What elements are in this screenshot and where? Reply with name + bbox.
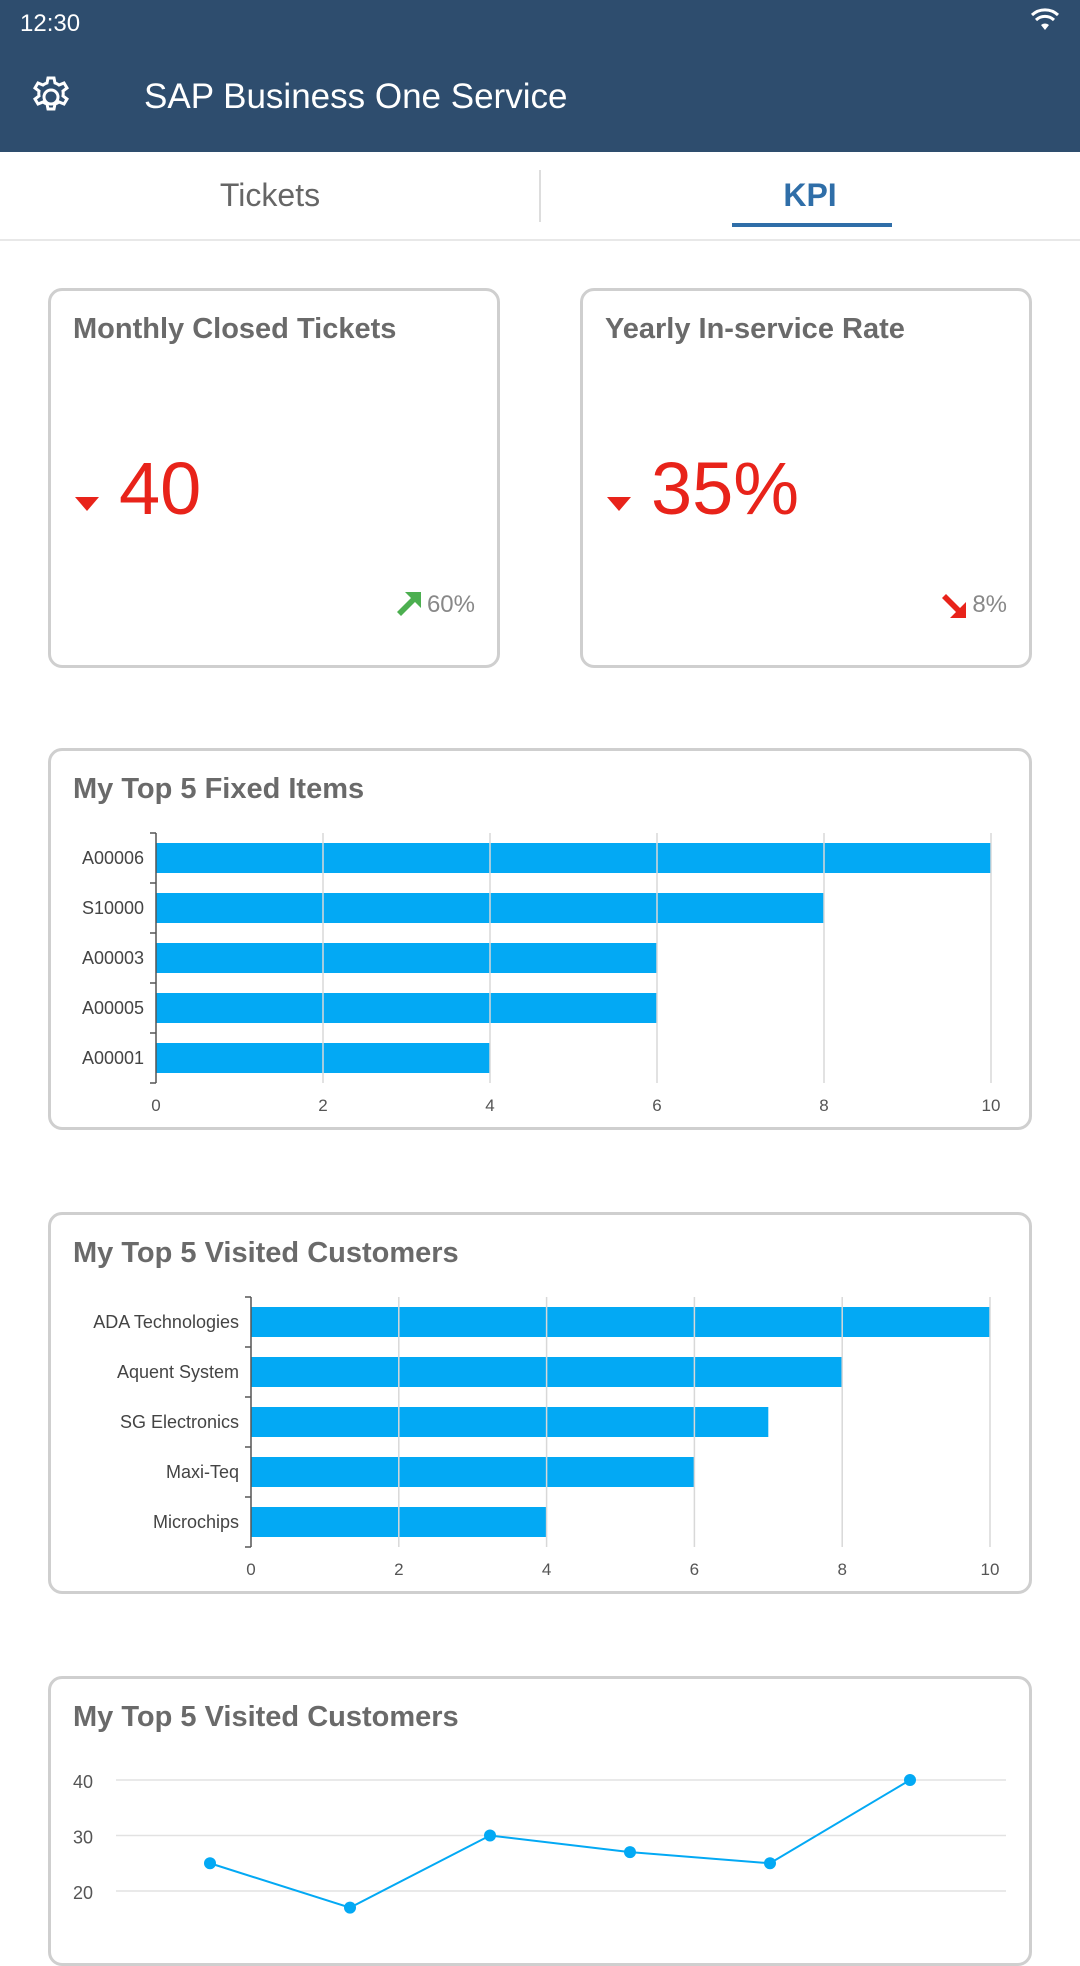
chart-point bbox=[764, 1857, 776, 1870]
chart-card-fixed-items[interactable]: My Top 5 Fixed Items A00006 S10000 A00003 A… bbox=[48, 748, 1032, 1130]
chart-title: My Top 5 Visited Customers bbox=[73, 1237, 459, 1269]
chart-tick-label: 4 bbox=[542, 1560, 551, 1579]
kpi-trend-value: 60% bbox=[426, 591, 475, 618]
tab-kpi[interactable]: KPI bbox=[783, 177, 837, 213]
chart-category-label: Aquent System bbox=[117, 1362, 239, 1382]
chart-tick-label: 10 bbox=[982, 1096, 1001, 1115]
chart-tick-label: 10 bbox=[981, 1560, 1000, 1579]
tab-bar: Tickets KPI bbox=[0, 152, 1080, 241]
chart-category-label: ADA Technologies bbox=[93, 1312, 239, 1332]
triangle-down-icon bbox=[607, 497, 631, 511]
chart-category-label: S10000 bbox=[82, 898, 144, 918]
chart-tick-label: 30 bbox=[73, 1828, 93, 1848]
chart-category-label: A00001 bbox=[82, 1048, 144, 1068]
kpi-card-yearly-in-service-rate[interactable]: Yearly In-service Rate 35% 8% bbox=[580, 288, 1032, 668]
chart-tick-label: 8 bbox=[837, 1560, 846, 1579]
arrow-down-right-icon bbox=[942, 594, 967, 618]
chart-bar bbox=[156, 843, 991, 873]
tab-tickets[interactable]: Tickets bbox=[219, 177, 321, 213]
chart-point bbox=[904, 1774, 916, 1786]
chart-bar bbox=[251, 1407, 769, 1437]
chart-tick-label: 0 bbox=[246, 1560, 255, 1579]
chart-point bbox=[344, 1901, 356, 1914]
chart-point bbox=[484, 1829, 496, 1842]
kpi-trend: 60% bbox=[395, 591, 475, 619]
arrow-up-right-icon bbox=[396, 592, 421, 616]
chart-category-label: A00005 bbox=[82, 998, 144, 1018]
status-time: 12:30 bbox=[20, 10, 81, 37]
bar-chart-fixed-items: A00006 S10000 A00003 A00005 A00001 0 2 4 6 8 10 bbox=[82, 832, 1001, 1115]
gear-icon[interactable] bbox=[29, 75, 73, 119]
kpi-title: Yearly In-service Rate bbox=[605, 313, 905, 345]
chart-tick-label: 2 bbox=[318, 1096, 327, 1115]
chart-tick-label: 0 bbox=[151, 1096, 160, 1115]
tab-divider bbox=[539, 170, 541, 222]
kpi-value: 35% bbox=[651, 447, 800, 530]
app-title: SAP Business One Service bbox=[144, 77, 568, 116]
chart-category-label: A00006 bbox=[82, 848, 144, 868]
chart-category-label: Microchips bbox=[153, 1512, 239, 1532]
wifi-icon bbox=[1030, 8, 1060, 30]
kpi-trend: 8% bbox=[940, 591, 1007, 619]
bar-chart-visited-customers: ADA Technologies Aquent System SG Electron… bbox=[93, 1296, 1000, 1579]
chart-tick-label: 20 bbox=[73, 1883, 93, 1903]
chart-tick-label: 40 bbox=[73, 1772, 93, 1792]
kpi-card-monthly-closed-tickets[interactable]: Monthly Closed Tickets 40 60% bbox=[48, 288, 500, 668]
chart-card-visited-customers-line[interactable]: My Top 5 Visited Customers 20 30 40 bbox=[48, 1676, 1032, 1966]
chart-title: My Top 5 Visited Customers bbox=[73, 1701, 459, 1733]
chart-point bbox=[204, 1857, 216, 1870]
kpi-title: Monthly Closed Tickets bbox=[73, 313, 397, 345]
chart-bar bbox=[251, 1307, 990, 1337]
chart-tick-label: 6 bbox=[652, 1096, 661, 1115]
tab-active-indicator bbox=[732, 223, 892, 227]
chart-category-label: Maxi-Teq bbox=[166, 1462, 239, 1482]
chart-tick-label: 6 bbox=[690, 1560, 699, 1579]
chart-bar bbox=[251, 1457, 695, 1487]
chart-point bbox=[624, 1846, 636, 1859]
chart-tick-label: 8 bbox=[819, 1096, 828, 1115]
chart-category-label: SG Electronics bbox=[120, 1412, 239, 1432]
chart-tick-label: 4 bbox=[485, 1096, 494, 1115]
line-chart-visited-customers: 20 30 40 bbox=[73, 1772, 1006, 1914]
kpi-value: 40 bbox=[119, 447, 202, 530]
chart-title: My Top 5 Fixed Items bbox=[73, 773, 365, 805]
chart-bar bbox=[156, 993, 657, 1023]
chart-category-label: A00003 bbox=[82, 948, 144, 968]
chart-bar bbox=[156, 943, 657, 973]
chart-card-visited-customers-bar[interactable]: My Top 5 Visited Customers ADA Technolog… bbox=[48, 1212, 1032, 1594]
triangle-down-icon bbox=[75, 497, 99, 511]
app-bar: 12:30 SAP Business One Service bbox=[0, 0, 1080, 152]
chart-tick-label: 2 bbox=[394, 1560, 403, 1579]
kpi-trend-value: 8% bbox=[972, 591, 1007, 618]
chart-line bbox=[209, 1779, 911, 1909]
